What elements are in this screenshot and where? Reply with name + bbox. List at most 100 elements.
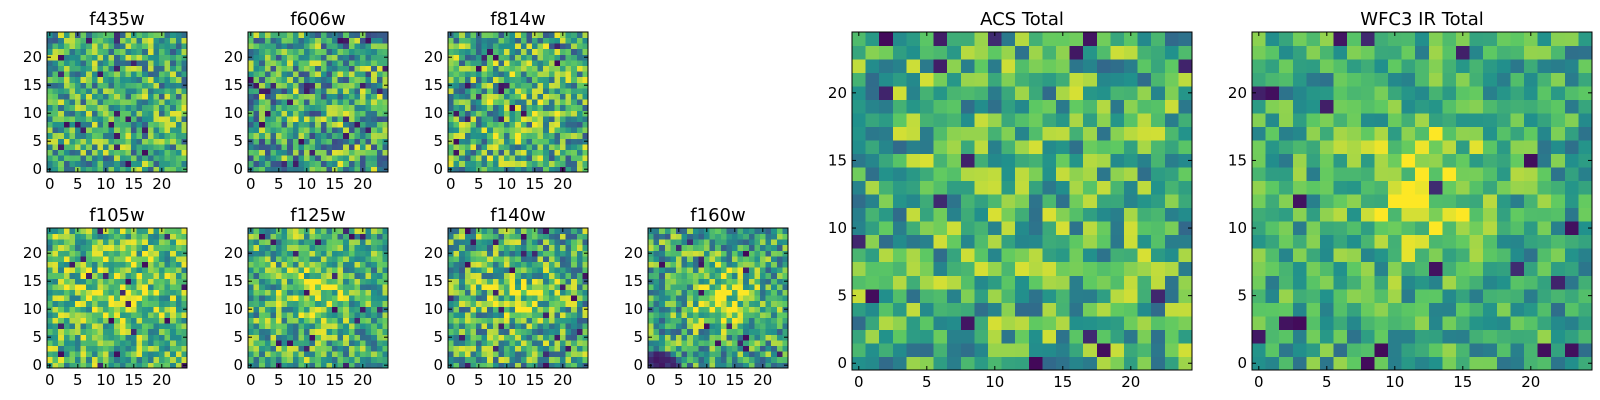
heatmap-cell [119, 110, 126, 117]
heatmap-cell [565, 340, 572, 346]
heatmap-cell [376, 228, 383, 234]
heatmap-cell [63, 278, 70, 285]
heatmap-cell [298, 256, 305, 262]
heatmap-cell [492, 328, 499, 335]
heatmap-cell [259, 110, 266, 117]
heatmap-cell [498, 43, 505, 50]
heatmap-cell [181, 48, 188, 55]
heatmap-cell [664, 284, 671, 290]
heatmap-cell [664, 295, 671, 302]
heatmap-cell [1110, 342, 1125, 357]
heatmap-cell [63, 328, 70, 335]
heatmap-cell [464, 295, 471, 302]
heatmap-cell [537, 334, 544, 341]
heatmap-cell [748, 323, 755, 330]
heatmap-cell [548, 256, 555, 262]
heatmap-cell [560, 256, 566, 262]
heatmap-cell [464, 256, 471, 262]
heatmap-cell [988, 329, 1002, 344]
heatmap-cell [543, 132, 550, 139]
heatmap-cell [348, 228, 355, 234]
heatmap-cell [576, 284, 583, 290]
heatmap-cell [1151, 261, 1166, 276]
heatmap-cell [80, 312, 87, 318]
heatmap-cell [181, 99, 188, 106]
heatmap-cell [487, 250, 494, 257]
heatmap-cell [988, 207, 1002, 222]
heatmap-cell [320, 284, 327, 290]
heatmap-cell [492, 261, 499, 268]
heatmap-cell [664, 289, 671, 296]
heatmap-cell [852, 153, 866, 168]
heatmap-cell [520, 149, 527, 156]
heatmap-cell [698, 340, 705, 346]
heatmap-cell [554, 116, 561, 122]
heatmap-cell [676, 328, 682, 335]
heatmap-cell [371, 239, 378, 246]
heatmap-cell [504, 295, 510, 302]
heatmap-cell [125, 104, 132, 111]
heatmap-cell [648, 351, 654, 358]
heatmap-cell [1056, 234, 1070, 249]
heatmap-cell [892, 221, 907, 236]
heatmap-cell [276, 300, 282, 307]
heatmap-cell [52, 239, 59, 246]
heatmap-cell [554, 88, 561, 94]
heatmap-cell [91, 71, 98, 78]
heatmap-cell [376, 261, 383, 268]
heatmap-cell [315, 37, 322, 44]
heatmap-cell [108, 300, 115, 307]
heatmap-cell [131, 82, 137, 89]
heatmap-cell [1164, 356, 1179, 371]
heatmap-cell [464, 289, 471, 296]
heatmap-cell [365, 116, 372, 122]
heatmap-cell [737, 356, 744, 363]
heatmap-cell [737, 328, 744, 335]
heatmap-cell [170, 228, 177, 234]
heatmap-cell [754, 312, 761, 318]
heatmap-cell [548, 323, 555, 330]
heatmap-cell [298, 32, 305, 38]
heatmap-cell [382, 328, 389, 335]
panel-title: f435w [89, 9, 144, 30]
heatmap-cell [86, 71, 93, 78]
heatmap-cell [582, 60, 589, 66]
heatmap-cell [298, 323, 305, 330]
heatmap-cell [292, 76, 299, 83]
heatmap-cell [670, 334, 677, 341]
heatmap-cell [947, 261, 962, 276]
heatmap-cell [337, 272, 344, 279]
heatmap-cell [554, 267, 561, 274]
heatmap-cell [988, 302, 1002, 317]
heatmap-cell [91, 278, 98, 285]
heatmap-cell [170, 104, 177, 111]
heatmap-cell [365, 323, 372, 330]
heatmap-cell [659, 267, 666, 274]
heatmap-cell [332, 340, 338, 346]
heatmap-cell [181, 345, 188, 352]
heatmap-cell [879, 153, 894, 168]
heatmap-cell [720, 239, 727, 246]
heatmap-cell [58, 116, 65, 122]
heatmap-cell [681, 250, 688, 257]
heatmap-cell [681, 267, 688, 274]
heatmap-cell [526, 37, 533, 44]
heatmap-cell [253, 328, 260, 335]
heatmap-cell [382, 289, 389, 296]
heatmap-cell [147, 284, 154, 290]
heatmap-cell [253, 284, 260, 290]
heatmap-cell [509, 351, 516, 358]
heatmap-cell [492, 65, 499, 72]
heatmap-cell [69, 54, 76, 61]
heatmap-cell [548, 228, 555, 234]
heatmap-cell [520, 127, 527, 134]
heatmap-cell [776, 284, 783, 290]
heatmap-cell [933, 329, 948, 344]
heatmap-cell [560, 306, 566, 313]
heatmap-cell [920, 288, 934, 303]
heatmap-cell [498, 32, 505, 38]
heatmap-cell [136, 121, 143, 128]
heatmap-cell [653, 317, 660, 324]
heatmap-cell [1015, 221, 1030, 236]
heatmap-cell [974, 207, 989, 222]
